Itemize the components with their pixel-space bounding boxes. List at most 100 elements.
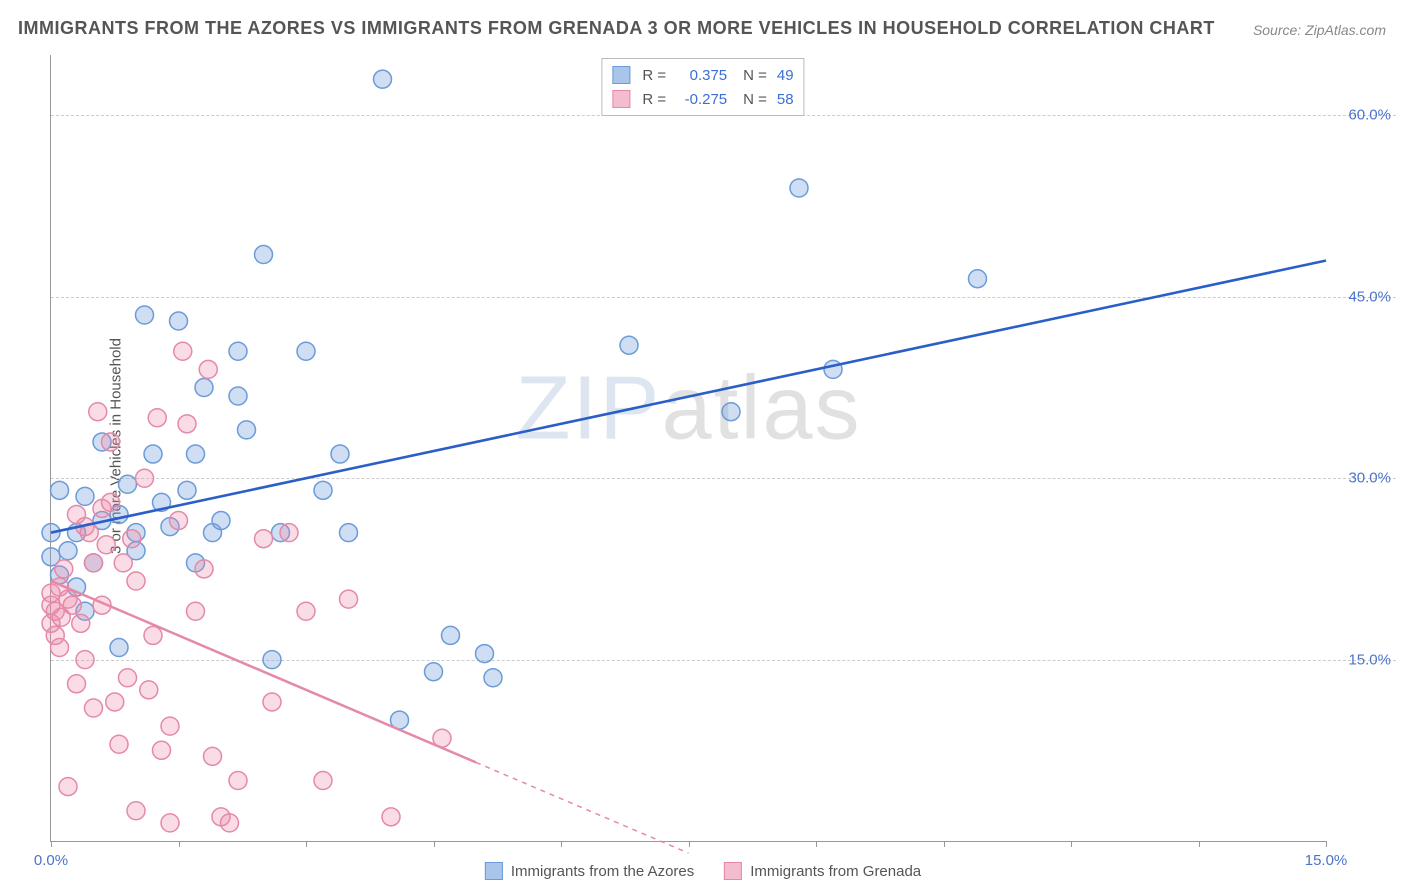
data-point-azores [340,524,358,542]
data-point-grenada [187,602,205,620]
ytick-label: 60.0% [1348,107,1391,124]
data-point-azores [314,481,332,499]
data-point-grenada [63,596,81,614]
data-point-azores [51,481,69,499]
xtick [689,841,690,847]
data-point-azores [136,306,154,324]
xtick [944,841,945,847]
trendline-grenada [51,581,476,762]
data-point-grenada [174,342,192,360]
data-point-azores [229,342,247,360]
xtick [1199,841,1200,847]
legend-r-label: R = [642,67,666,84]
xtick [434,841,435,847]
xtick [1071,841,1072,847]
data-point-grenada [114,554,132,572]
data-point-azores [374,70,392,88]
xtick-label: 15.0% [1305,852,1348,869]
data-point-grenada [59,778,77,796]
data-point-grenada [314,772,332,790]
xtick [179,841,180,847]
data-point-grenada [199,360,217,378]
data-point-grenada [89,403,107,421]
data-point-grenada [97,536,115,554]
data-point-azores [425,663,443,681]
legend-n-label: N = [743,67,767,84]
legend-r-value-azores: 0.375 [672,67,727,84]
legend-row-grenada: R = -0.275 N = 58 [612,87,793,111]
data-point-azores [263,651,281,669]
data-point-azores [238,421,256,439]
correlation-legend: R = 0.375 N = 49 R = -0.275 N = 58 [601,58,804,116]
data-point-grenada [106,693,124,711]
data-point-grenada [195,560,213,578]
legend-item-azores: Immigrants from the Azores [485,862,694,880]
data-point-azores [76,487,94,505]
data-point-grenada [85,554,103,572]
data-point-grenada [68,675,86,693]
data-point-azores [297,342,315,360]
chart-svg [51,55,1326,841]
data-point-grenada [161,814,179,832]
data-point-azores [170,312,188,330]
legend-item-grenada: Immigrants from Grenada [724,862,921,880]
data-point-grenada [102,493,120,511]
series-legend: Immigrants from the Azores Immigrants fr… [485,862,921,880]
data-point-azores [442,626,460,644]
legend-swatch-grenada [612,90,630,108]
data-point-azores [969,270,987,288]
ytick-label: 15.0% [1348,651,1391,668]
legend-swatch-grenada-bottom [724,862,742,880]
data-point-grenada [119,669,137,687]
xtick [51,841,52,847]
data-point-azores [255,246,273,264]
data-point-grenada [297,602,315,620]
xtick [1326,841,1327,847]
chart-title: IMMIGRANTS FROM THE AZORES VS IMMIGRANTS… [18,18,1215,39]
data-point-grenada [280,524,298,542]
data-point-azores [119,475,137,493]
data-point-grenada [110,735,128,753]
xtick [816,841,817,847]
legend-n-value-grenada: 58 [777,91,794,108]
data-point-azores [195,379,213,397]
data-point-grenada [255,530,273,548]
data-point-grenada [140,681,158,699]
data-point-grenada [127,572,145,590]
source-attribution: Source: ZipAtlas.com [1253,22,1386,38]
data-point-azores [790,179,808,197]
data-point-grenada [153,741,171,759]
data-point-grenada [221,814,239,832]
legend-swatch-azores-bottom [485,862,503,880]
data-point-azores [178,481,196,499]
data-point-azores [484,669,502,687]
data-point-azores [620,336,638,354]
data-point-grenada [123,530,141,548]
data-point-azores [229,387,247,405]
xtick [561,841,562,847]
data-point-azores [110,639,128,657]
legend-r-value-grenada: -0.275 [672,91,727,108]
ytick-label: 30.0% [1348,470,1391,487]
data-point-azores [331,445,349,463]
data-point-grenada [204,747,222,765]
data-point-grenada [148,409,166,427]
data-point-azores [476,645,494,663]
data-point-grenada [72,614,90,632]
legend-n-value-azores: 49 [777,67,794,84]
data-point-grenada [178,415,196,433]
legend-row-azores: R = 0.375 N = 49 [612,63,793,87]
data-point-grenada [263,693,281,711]
data-point-grenada [340,590,358,608]
data-point-grenada [382,808,400,826]
data-point-azores [722,403,740,421]
plot-area: ZIPatlas 15.0%30.0%45.0%60.0%0.0%15.0% [50,55,1326,842]
data-point-grenada [127,802,145,820]
legend-n-label: N = [743,91,767,108]
data-point-grenada [76,651,94,669]
legend-label-grenada: Immigrants from Grenada [750,863,921,880]
data-point-grenada [55,560,73,578]
trendline-dashed-grenada [476,762,689,853]
data-point-grenada [229,772,247,790]
ytick-label: 45.0% [1348,288,1391,305]
